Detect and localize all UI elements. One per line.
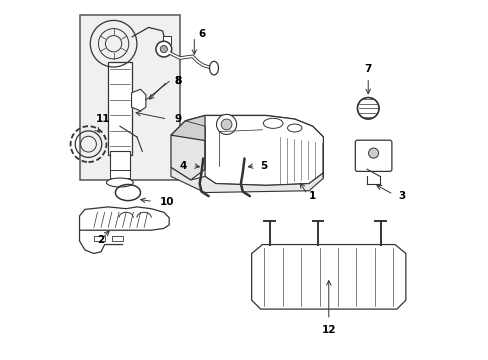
Text: 6: 6 [198,29,204,39]
Text: 8: 8 [174,76,182,86]
Ellipse shape [209,61,218,75]
Text: 12: 12 [321,325,335,335]
Text: 3: 3 [398,191,405,201]
Ellipse shape [106,178,133,187]
Bar [108,62,131,155]
Polygon shape [80,207,169,230]
Bar [110,151,129,171]
Polygon shape [171,116,204,180]
Polygon shape [204,116,323,185]
Ellipse shape [287,124,301,132]
Bar [94,235,104,241]
Circle shape [221,119,231,130]
Polygon shape [171,167,323,193]
Text: 11: 11 [96,114,110,125]
Polygon shape [171,116,323,146]
Text: 7: 7 [364,64,371,74]
Polygon shape [131,89,145,111]
Text: 4: 4 [180,161,187,171]
Polygon shape [251,244,405,309]
Text: 1: 1 [308,191,315,201]
Bar [110,170,129,178]
Text: 2: 2 [97,235,104,245]
Circle shape [160,45,167,53]
Circle shape [216,114,236,134]
FancyBboxPatch shape [355,140,391,171]
Circle shape [357,98,378,119]
Text: 5: 5 [260,161,267,171]
Text: 8: 8 [174,76,182,86]
Circle shape [156,41,171,57]
Text: 10: 10 [160,197,174,207]
Bar [162,36,170,44]
Bar [80,15,180,180]
Circle shape [368,148,378,158]
Bar [112,235,122,241]
Ellipse shape [263,118,283,129]
Text: 9: 9 [174,114,182,124]
